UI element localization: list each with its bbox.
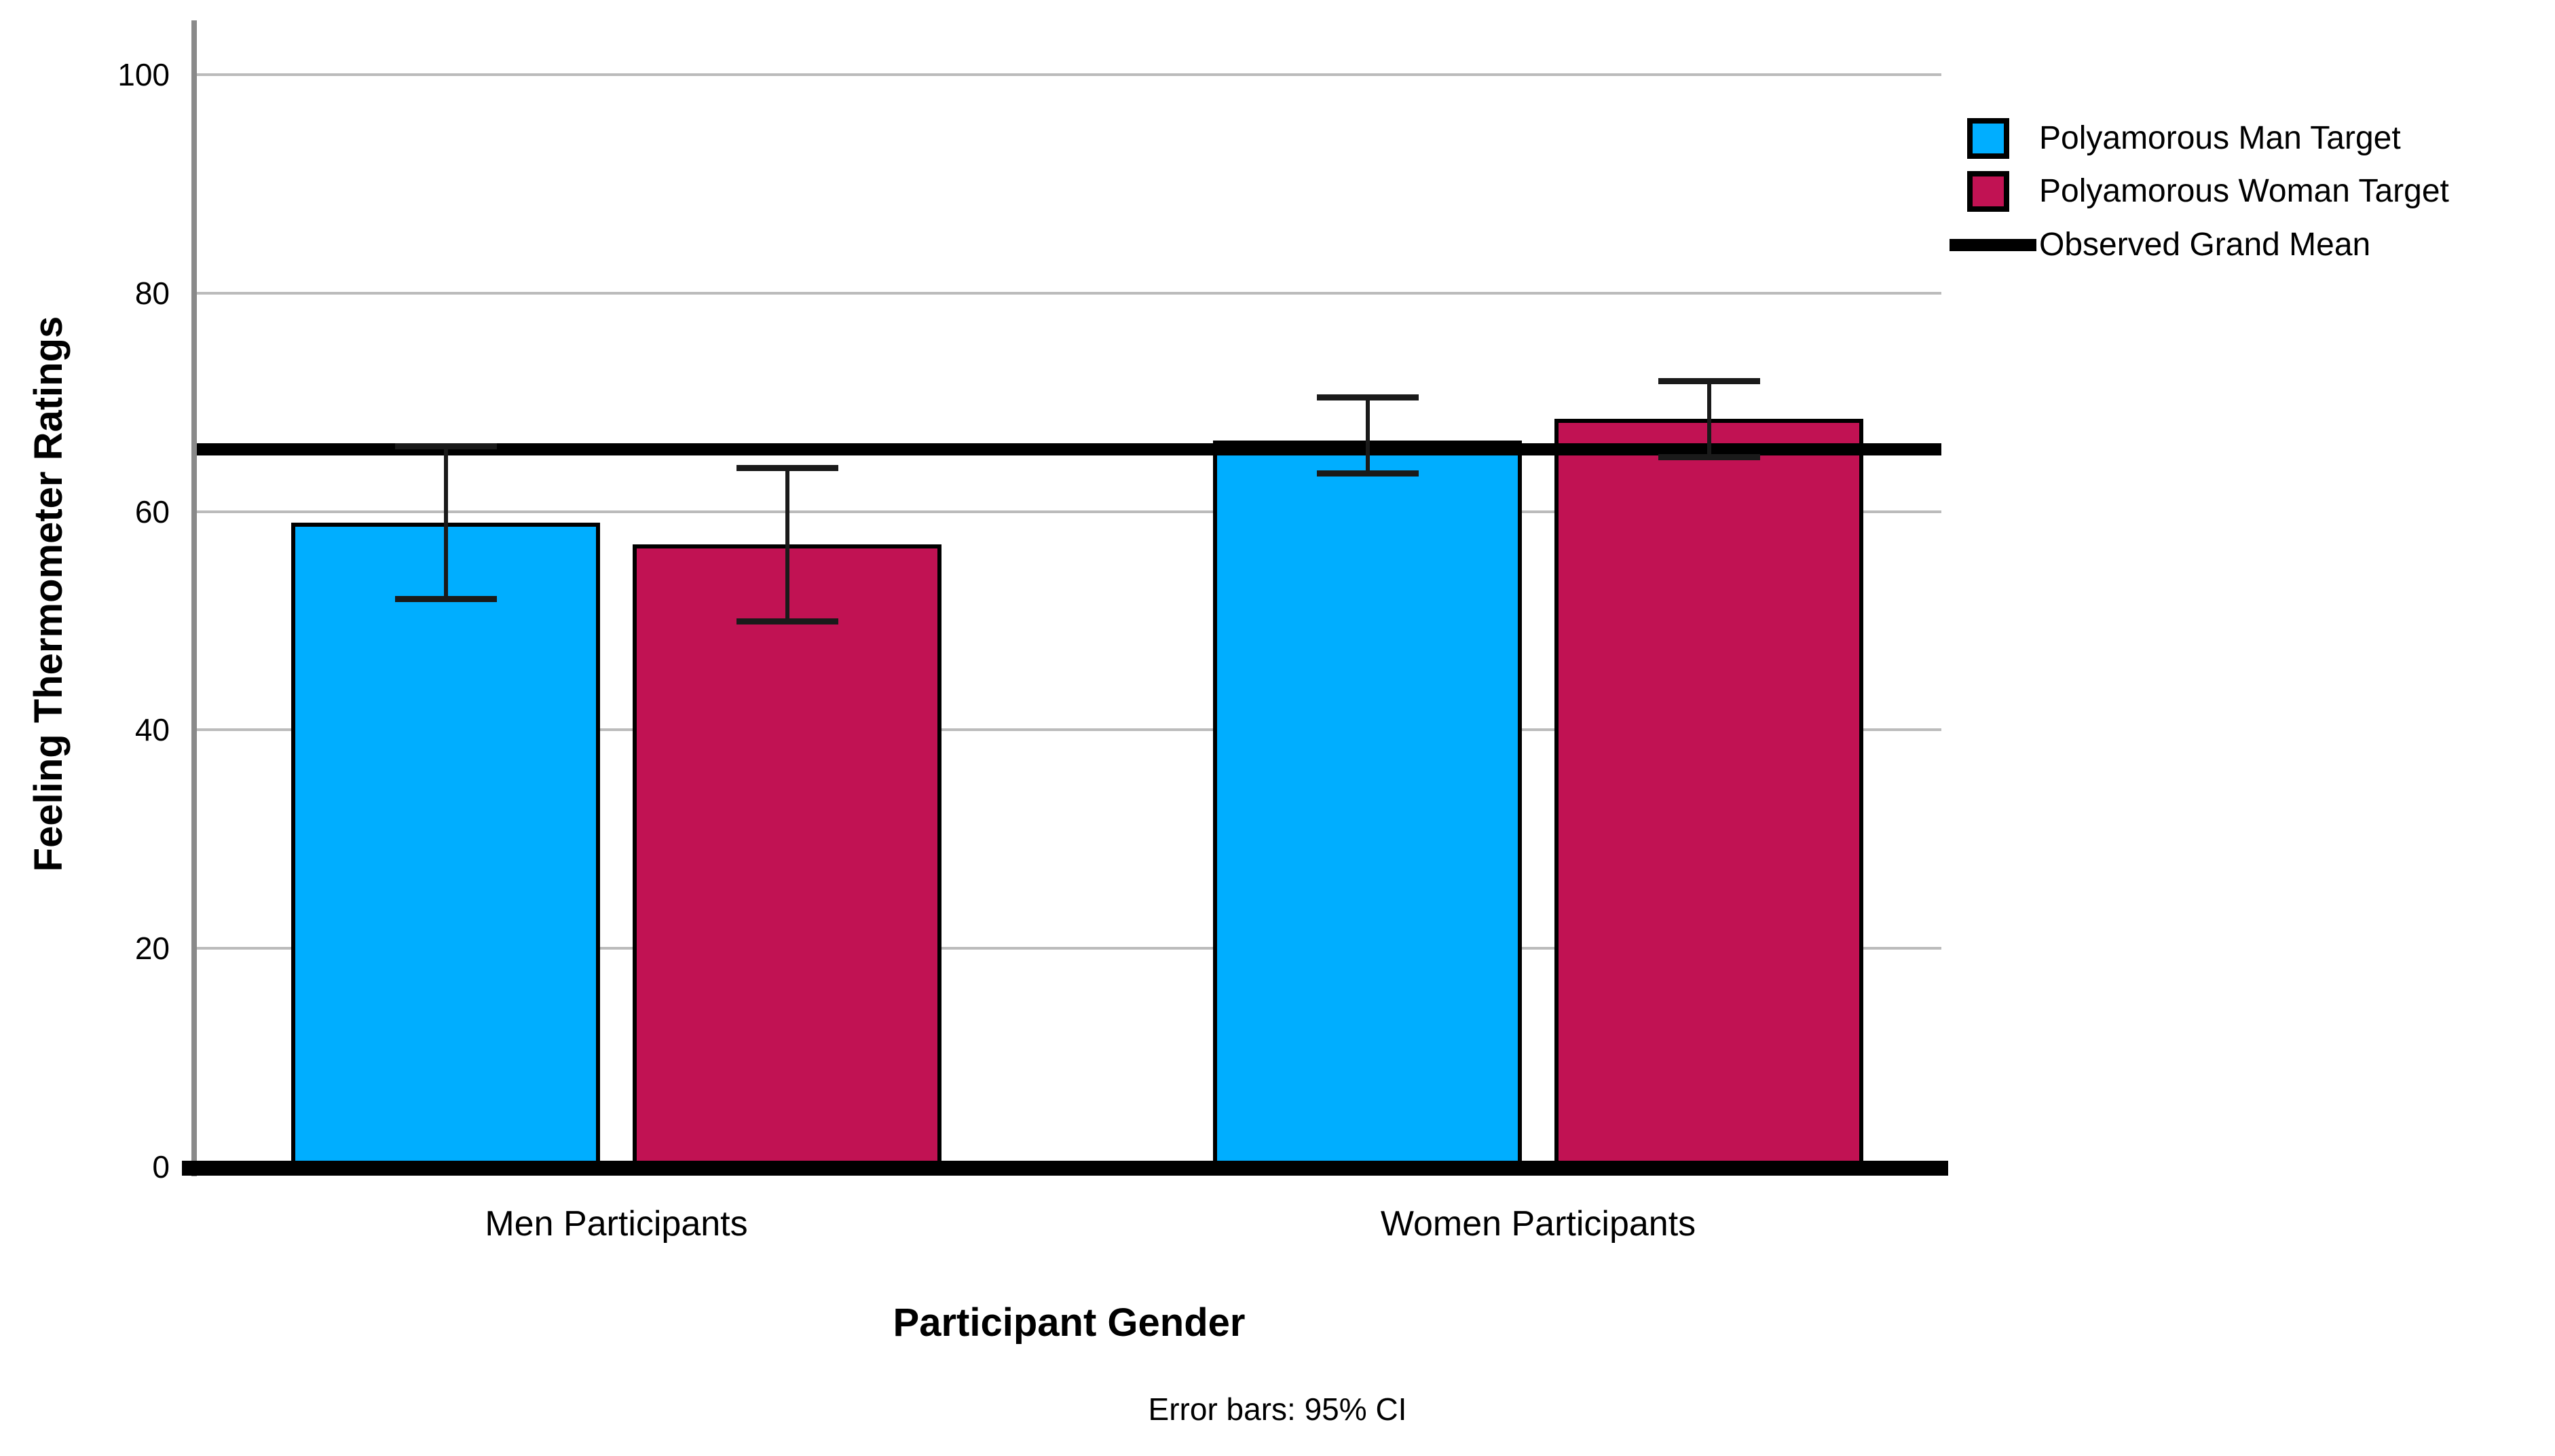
legend-label-grand-mean: Observed Grand Mean (2039, 227, 2371, 263)
gridline-100 (197, 73, 1941, 76)
error-bar-cap-bottom-woman-target-men (736, 618, 838, 624)
error-bar-cap-bottom-man-target-men (394, 596, 497, 603)
y-tick-label-80: 80 (134, 275, 170, 311)
gridline-80 (197, 291, 1941, 295)
error-bar-cap-top-woman-target-women (1658, 377, 1760, 384)
error-bar-line-woman-target-men (785, 468, 789, 621)
legend-grand-mean-line-symbol (1950, 239, 2036, 251)
error-bar-line-woman-target-women (1707, 380, 1711, 458)
error-bar-cap-bottom-woman-target-women (1658, 454, 1760, 461)
error-bar-line-man-target-women (1365, 396, 1370, 474)
bar-woman-target-women (1554, 418, 1863, 1167)
y-tick-label-100: 100 (117, 57, 170, 92)
y-tick-label-20: 20 (134, 931, 170, 967)
x-category-label-men: Men Participants (485, 1204, 748, 1244)
x-category-label-women: Women Participants (1380, 1204, 1696, 1244)
error-bar-line-man-target-men (443, 446, 448, 599)
y-tick-label-60: 60 (134, 493, 170, 529)
error-bar-cap-top-man-target-men (394, 443, 497, 450)
grand-mean-line (197, 443, 1941, 455)
bar-man-target-men (291, 522, 600, 1167)
x-axis-line (182, 1161, 1948, 1176)
error-bar-cap-bottom-man-target-women (1316, 470, 1419, 477)
gridline-60 (197, 510, 1941, 513)
x-axis-title: Participant Gender (893, 1301, 1246, 1345)
legend-swatch-man-target (1967, 118, 2009, 159)
y-axis-title: Feeling Thermometer Ratings (26, 316, 71, 872)
error-bars-note: Error bars: 95% CI (1148, 1392, 1407, 1427)
y-tick-label-40: 40 (134, 712, 170, 748)
bar-man-target-women (1213, 441, 1522, 1167)
error-bar-cap-top-man-target-women (1316, 394, 1419, 400)
gridline-40 (197, 728, 1941, 732)
y-axis-line (191, 20, 197, 1176)
error-bar-cap-top-woman-target-men (736, 465, 838, 472)
y-tick-label-0: 0 (152, 1149, 170, 1184)
legend-label-woman-target: Polyamorous Woman Target (2039, 173, 2449, 209)
bar-woman-target-men (633, 544, 941, 1167)
gridline-20 (197, 947, 1941, 950)
legend-label-man-target: Polyamorous Man Target (2039, 120, 2401, 156)
legend-swatch-woman-target (1967, 171, 2009, 212)
